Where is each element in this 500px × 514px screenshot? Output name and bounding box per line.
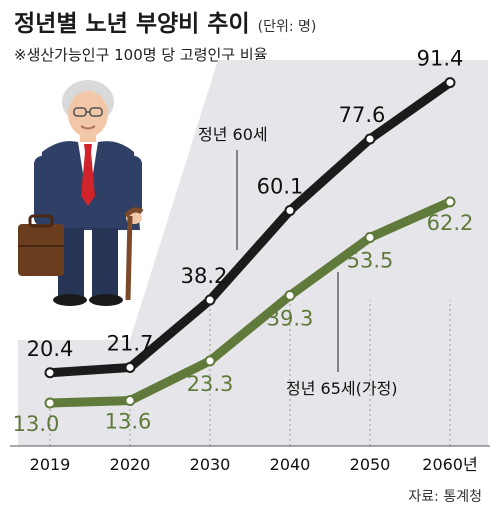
x-tick-labels: 2019 2020 2030 2040 2050 2060년 xyxy=(30,455,478,474)
series-line xyxy=(45,197,455,408)
data-point xyxy=(204,355,216,367)
chart-title: 정년별 노년 부양비 추이 (단위: 명) xyxy=(14,4,316,38)
data-points xyxy=(44,77,456,409)
data-label: 60.1 xyxy=(257,175,304,199)
data-labels: 20.4 21.7 38.2 60.1 77.6 91.4 13.0 13.6 23.3 39.3… xyxy=(13,47,474,436)
gridlines xyxy=(49,300,451,446)
series-lines xyxy=(45,78,455,408)
x-tick-label: 2019 xyxy=(30,455,71,474)
x-tick-label: 2060년 xyxy=(422,455,477,474)
data-point xyxy=(284,290,296,302)
data-label: 38.2 xyxy=(181,264,228,288)
x-tick-label: 2020 xyxy=(110,455,151,474)
chart-subtitle: ※생산가능인구 100명 당 고령인구 비율 xyxy=(14,46,268,64)
data-point xyxy=(44,397,56,409)
data-point xyxy=(284,205,296,217)
series-line xyxy=(45,78,455,378)
data-label: 13.0 xyxy=(13,412,60,436)
series1-annotation: 정년 60세 xyxy=(198,125,268,144)
x-tick-label: 2050 xyxy=(350,455,391,474)
data-point xyxy=(364,133,376,145)
x-tick-label: 2030 xyxy=(190,455,231,474)
series2-annotation: 정년 65세(가정) xyxy=(286,379,398,398)
data-point xyxy=(444,196,456,208)
elderly-man-illustration xyxy=(18,80,144,306)
data-label: 39.3 xyxy=(267,307,314,331)
x-tick-label: 2040 xyxy=(270,455,311,474)
data-label: 13.6 xyxy=(105,410,152,434)
data-label: 20.4 xyxy=(27,337,74,361)
data-point xyxy=(124,395,136,407)
data-label: 77.6 xyxy=(339,103,386,127)
data-point xyxy=(124,361,136,373)
data-label: 91.4 xyxy=(417,47,464,71)
data-label: 21.7 xyxy=(107,331,154,355)
data-point xyxy=(204,294,216,306)
data-point xyxy=(44,367,56,379)
data-label: 62.2 xyxy=(427,211,474,235)
chart-title-text: 정년별 노년 부양비 추이 xyxy=(14,11,250,37)
data-point xyxy=(364,231,376,243)
unit-label: (단위: 명) xyxy=(257,19,317,35)
data-label: 53.5 xyxy=(347,248,394,272)
data-label: 23.3 xyxy=(187,372,234,396)
data-point xyxy=(444,77,456,89)
source-note: 자료: 통계청 xyxy=(408,489,482,505)
